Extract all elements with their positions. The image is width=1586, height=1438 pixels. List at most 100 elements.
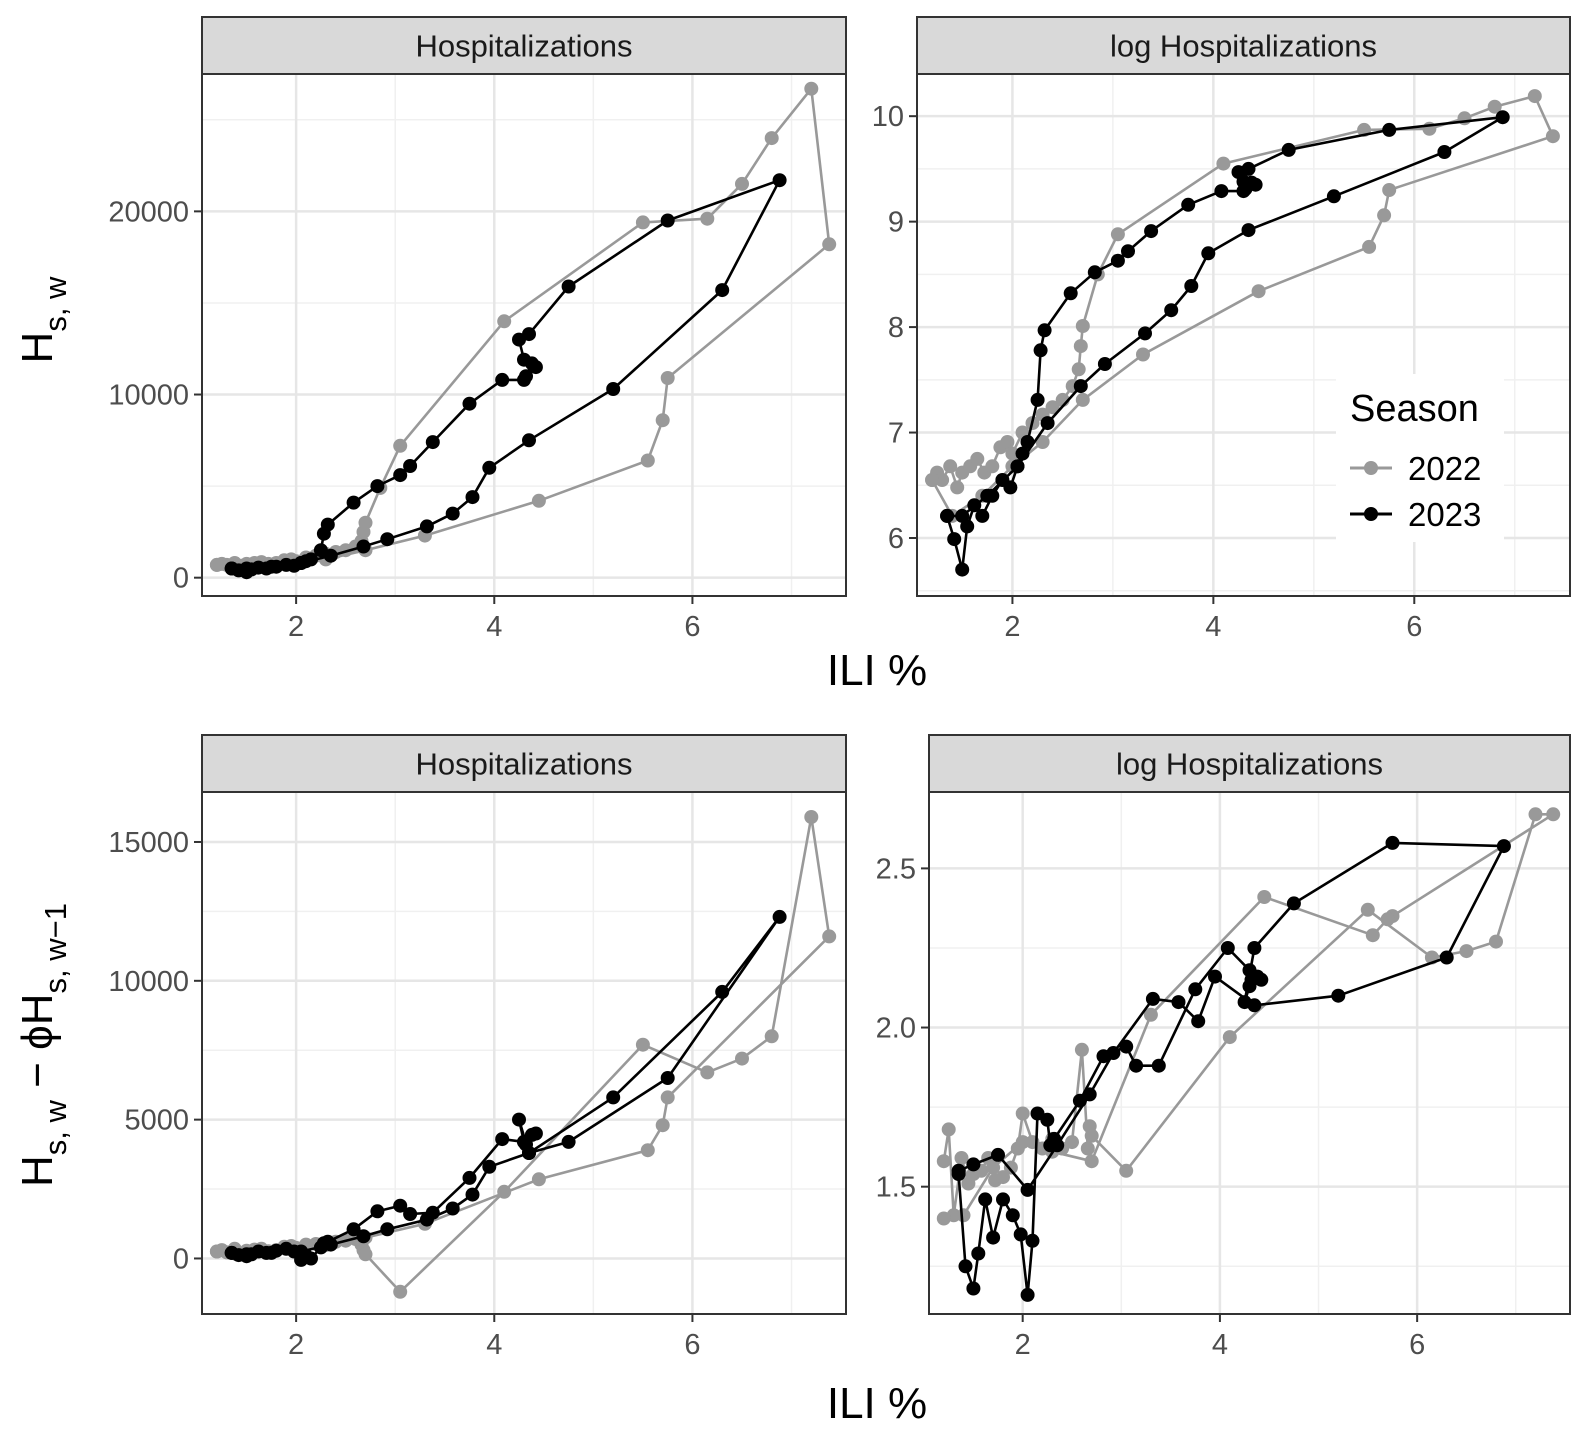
data-point-2023: [512, 1112, 526, 1127]
data-point-2023: [1439, 950, 1454, 965]
data-point-2023: [224, 561, 239, 576]
data-point-2023: [356, 539, 371, 554]
data-point-2022: [956, 1208, 971, 1223]
data-point-2022: [1382, 183, 1397, 197]
data-point-2022: [531, 493, 546, 508]
data-point-2022: [660, 1090, 675, 1105]
data-point-2023: [264, 1245, 279, 1260]
data-point-2023: [1164, 303, 1179, 318]
bottom-x-axis-title: ILI %: [827, 1379, 927, 1428]
bottom-y-title-sub2: s, w−1: [38, 903, 73, 993]
data-point-2023: [445, 1201, 460, 1216]
data-point-2022: [1074, 1042, 1089, 1057]
panels: Hospitalizations 2 4 6 0 10000 20000 log Hospit…: [108, 16, 1571, 1361]
y-tick-label: 0: [173, 1243, 189, 1275]
data-point-2023: [1005, 1208, 1020, 1223]
data-point-2023: [380, 1222, 395, 1237]
data-point-2022: [996, 1170, 1010, 1185]
data-point-2023: [1025, 1233, 1040, 1248]
y-tick-label: 10000: [108, 380, 189, 412]
data-point-2022: [358, 1247, 373, 1262]
data-point-2023: [528, 1126, 543, 1141]
data-point-2022: [936, 1211, 951, 1226]
data-point-2022: [655, 413, 670, 428]
data-point-2023: [1214, 184, 1229, 199]
legend: Season 2022 2023: [1336, 374, 1504, 542]
data-point-2023: [522, 433, 536, 448]
data-point-2023: [1248, 177, 1263, 192]
data-point-2022: [1546, 807, 1561, 822]
data-point-2023: [960, 519, 975, 534]
data-point-2023: [606, 1090, 621, 1105]
data-point-2023: [951, 1163, 966, 1178]
data-point-2023: [294, 556, 309, 570]
data-point-2023: [1247, 998, 1262, 1013]
data-point-2023: [1020, 1287, 1035, 1302]
data-point-2023: [346, 495, 361, 510]
facet-strip: [201, 734, 847, 793]
y-tick-label: 0: [173, 563, 189, 595]
data-point-2022: [1362, 239, 1377, 254]
data-point-2022: [1251, 284, 1266, 299]
y-tick-label: 10: [872, 101, 904, 133]
data-point-2022: [935, 473, 950, 487]
data-point-2023: [660, 213, 675, 228]
data-point-2023: [1010, 459, 1025, 474]
data-point-2022: [1065, 1135, 1079, 1150]
data-point-2023: [1241, 161, 1256, 176]
top-x-axis-title: ILI %: [827, 646, 927, 695]
panel-3: Hospitalizations 2 4 6 0 5000 10000 15000: [108, 734, 847, 1361]
x-tick-label: 2: [1004, 611, 1020, 643]
data-point-2023: [482, 460, 497, 475]
facet-strip: [916, 16, 1571, 75]
y-tick-label: 8: [888, 312, 904, 344]
data-point-2022: [655, 1118, 670, 1133]
y-tick-label: 9: [888, 207, 904, 239]
data-point-2023: [980, 488, 995, 503]
legend-label-2023: 2023: [1408, 496, 1481, 533]
plot-area: [929, 792, 1570, 1314]
data-point-2022: [1015, 1106, 1030, 1121]
data-point-2023: [715, 283, 730, 298]
data-point-2023: [462, 1170, 477, 1185]
data-point-2023: [1030, 392, 1045, 407]
data-point-2023: [1073, 379, 1088, 394]
x-tick-label: 2: [288, 1329, 304, 1361]
data-point-2023: [304, 1251, 318, 1266]
data-point-2022: [985, 459, 1000, 474]
data-point-2023: [519, 369, 533, 384]
data-point-2023: [522, 327, 536, 342]
data-point-2023: [1040, 416, 1055, 431]
data-point-2023: [264, 559, 279, 574]
data-point-2022: [764, 1029, 779, 1044]
data-point-2022: [1380, 912, 1395, 927]
data-point-2023: [1110, 253, 1125, 268]
facet-strip: [928, 734, 1571, 793]
data-point-2023: [947, 532, 962, 547]
data-point-2023: [1040, 1112, 1055, 1127]
data-point-2022: [1377, 208, 1392, 223]
x-tick-label: 6: [684, 611, 700, 643]
data-point-2023: [1151, 1058, 1166, 1073]
data-point-2023: [1331, 988, 1346, 1003]
legend-title: Season: [1350, 388, 1479, 430]
data-point-2023: [1437, 145, 1452, 159]
data-point-2023: [1326, 189, 1341, 204]
data-point-2022: [1216, 156, 1231, 171]
x-tick-label: 4: [1205, 611, 1221, 643]
panel-1: Hospitalizations 2 4 6 0 10000 20000: [108, 16, 847, 643]
data-point-2022: [735, 176, 749, 191]
data-point-2023: [403, 459, 418, 473]
data-point-2022: [1527, 89, 1542, 104]
data-point-2022: [358, 515, 373, 530]
x-tick-label: 6: [1409, 1329, 1425, 1361]
data-point-2022: [640, 453, 655, 468]
data-point-2023: [561, 1134, 576, 1149]
data-point-2023: [239, 561, 254, 576]
data-point-2022: [1071, 362, 1086, 377]
data-point-2022: [640, 1143, 655, 1158]
data-point-2022: [764, 131, 779, 146]
data-point-2022: [1110, 227, 1125, 242]
data-point-2023: [1286, 896, 1301, 911]
data-point-2023: [1037, 323, 1052, 338]
